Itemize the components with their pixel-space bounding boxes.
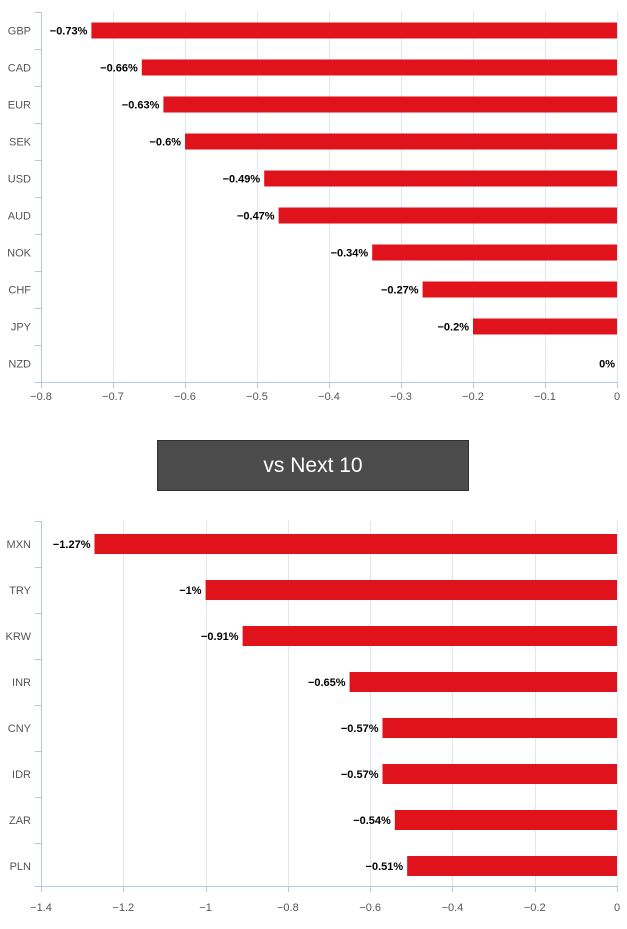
category-labels: MXN TRY KRW INR CNY IDR ZAR PLN <box>6 539 32 873</box>
data-label: −0.51% <box>366 861 404 873</box>
bar <box>382 718 617 738</box>
value-tick-label: −0.5 <box>246 391 268 403</box>
data-label: −0.49% <box>223 174 261 186</box>
category-label: EUR <box>8 100 31 112</box>
category-label: KRW <box>6 631 32 643</box>
category-label: IDR <box>12 769 31 781</box>
category-label: SEK <box>9 137 32 149</box>
bar <box>264 170 617 187</box>
bar <box>163 96 617 113</box>
data-label: −0.34% <box>331 248 369 260</box>
category-label: ZAR <box>9 815 31 827</box>
data-label: −0.63% <box>122 100 160 112</box>
value-tick-labels: −0.8 −0.7 −0.6 −0.5 −0.4 −0.3 −0.2 −0.1 0 <box>30 391 620 403</box>
category-label: MXN <box>7 539 32 551</box>
data-label: −0.2% <box>438 322 470 334</box>
data-label: −0.65% <box>308 677 346 689</box>
value-tick-label: −1.4 <box>30 902 52 914</box>
category-label: CNY <box>8 723 32 735</box>
value-tick-label: −0.2 <box>462 391 484 403</box>
data-label: −1% <box>179 585 202 597</box>
data-label: −0.73% <box>50 26 88 38</box>
value-tick-label: −0.7 <box>102 391 124 403</box>
category-label: CAD <box>8 63 31 75</box>
data-label: −0.6% <box>150 137 182 149</box>
data-label: −0.57% <box>341 723 379 735</box>
data-label: 0% <box>599 359 615 371</box>
category-label: AUD <box>8 211 31 223</box>
data-label: −0.91% <box>201 631 239 643</box>
bar <box>407 856 617 876</box>
data-label: −0.54% <box>353 815 391 827</box>
data-labels: −0.73% −0.66% −0.63% −0.6% −0.49% −0.47% −0.34… <box>50 26 615 371</box>
banner-label: vs Next 10 <box>263 453 363 477</box>
bar <box>94 534 617 554</box>
category-label: TRY <box>9 585 31 597</box>
value-tick-label: −0.4 <box>442 902 464 914</box>
gridlines <box>123 521 618 886</box>
data-label: −0.57% <box>341 769 379 781</box>
category-label: CHF <box>8 285 31 297</box>
category-label: PLN <box>10 861 31 873</box>
bar <box>205 580 618 600</box>
category-label: USD <box>8 174 31 186</box>
bar <box>141 59 618 76</box>
next10-currency-bar-chart: MXNTRYKRWINRCNYIDRZARPLN−1.27%−1%−0.91%−… <box>6 521 620 914</box>
bar <box>278 207 617 224</box>
bar <box>242 626 617 646</box>
data-labels: −1.27% −1% −0.91% −0.65% −0.57% −0.57% −0.54% −… <box>53 539 404 873</box>
bar <box>372 244 617 261</box>
value-tick-label: −0.6 <box>174 391 196 403</box>
value-tick-label: 0 <box>614 391 620 403</box>
data-label: −0.27% <box>381 285 419 297</box>
data-label: −0.47% <box>237 211 275 223</box>
value-tick-label: −0.4 <box>318 391 340 403</box>
vs-next-10-banner: vs Next 10 <box>157 440 469 491</box>
value-tick-label: −1.2 <box>112 902 134 914</box>
value-tick-label: −1 <box>199 902 212 914</box>
bar <box>422 281 617 298</box>
value-tick-label: −0.8 <box>277 902 299 914</box>
bar <box>185 133 617 150</box>
bars <box>94 534 618 876</box>
g10-currency-bar-chart: GBP CAD EUR SEK USD AUD NOK CHF JPY NZD −0.73% −0.6… <box>7 12 620 403</box>
value-tick-label: −0.3 <box>390 391 412 403</box>
bars <box>91 22 618 335</box>
bar <box>382 764 617 784</box>
category-labels: GBP CAD EUR SEK USD AUD NOK CHF JPY NZD <box>7 26 32 371</box>
value-tick-label: −0.6 <box>359 902 381 914</box>
value-tick-label: −0.2 <box>524 902 546 914</box>
category-label: INR <box>12 677 31 689</box>
value-tick-label: 0 <box>614 902 620 914</box>
category-label: JPY <box>11 322 32 334</box>
category-label: NOK <box>7 248 32 260</box>
bar <box>394 810 617 830</box>
value-tick-labels: −1.4 −1.2 −1 −0.8 −0.6 −0.4 −0.2 0 <box>30 902 620 914</box>
bar <box>91 22 617 39</box>
data-label: −1.27% <box>53 539 91 551</box>
value-tick-label: −0.1 <box>534 391 556 403</box>
data-label: −0.66% <box>100 63 138 75</box>
bar <box>473 318 617 335</box>
value-tick-label: −0.8 <box>30 391 52 403</box>
category-label: GBP <box>8 26 31 38</box>
bar <box>349 672 617 692</box>
category-label: NZD <box>8 359 31 371</box>
